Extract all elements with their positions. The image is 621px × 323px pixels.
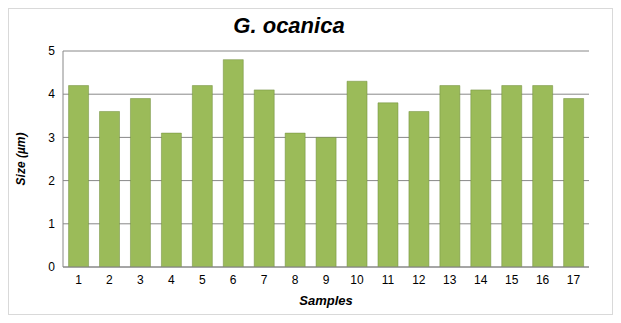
svg-text:4: 4 xyxy=(48,87,55,101)
svg-text:3: 3 xyxy=(48,131,55,145)
svg-text:10: 10 xyxy=(350,273,364,287)
svg-text:2: 2 xyxy=(48,174,55,188)
svg-text:8: 8 xyxy=(292,273,299,287)
svg-text:5: 5 xyxy=(48,44,55,58)
svg-text:3: 3 xyxy=(137,273,144,287)
svg-text:16: 16 xyxy=(536,273,550,287)
svg-text:12: 12 xyxy=(412,273,426,287)
svg-text:Samples: Samples xyxy=(299,293,352,308)
svg-text:1: 1 xyxy=(75,273,82,287)
svg-text:2: 2 xyxy=(106,273,113,287)
svg-text:11: 11 xyxy=(382,273,395,287)
svg-text:1: 1 xyxy=(48,217,55,231)
svg-text:17: 17 xyxy=(567,273,581,287)
svg-text:5: 5 xyxy=(199,273,206,287)
svg-text:9: 9 xyxy=(323,273,330,287)
html-text:G. ocanica: G. ocanica xyxy=(233,13,345,38)
svg-text:Size (µm): Size (µm) xyxy=(14,133,28,186)
svg-text:13: 13 xyxy=(443,273,457,287)
svg-text:7: 7 xyxy=(261,273,268,287)
svg-text:15: 15 xyxy=(505,273,519,287)
svg-text:14: 14 xyxy=(474,273,488,287)
svg-text:0: 0 xyxy=(48,260,55,274)
svg-text:4: 4 xyxy=(168,273,175,287)
svg-text:6: 6 xyxy=(230,273,237,287)
